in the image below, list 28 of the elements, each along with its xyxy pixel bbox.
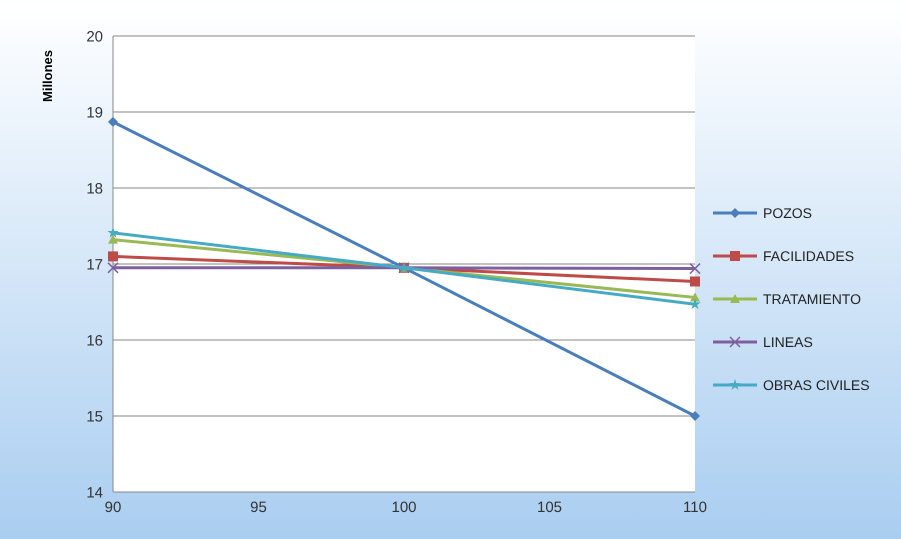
point [107,226,119,238]
y-tick-label: 19 [86,104,103,122]
y-axis-title: Millones [40,50,55,102]
x-tick-label: 105 [536,499,562,516]
x-tick-label: 100 [391,499,417,516]
y-tick-label: 16 [86,332,103,350]
legend-label: OBRAS CIVILES [763,376,870,393]
x-tick-label: 95 [250,499,267,516]
y-tick-label: 17 [86,256,103,274]
point [690,411,700,421]
point [689,262,701,274]
y-tick-label: 15 [86,408,103,426]
point [108,116,118,127]
point [107,262,119,274]
x-tick-label: 110 [683,499,707,516]
x-tick-label: 90 [104,499,122,516]
y-tick-label: 20 [86,28,103,46]
point [690,292,700,302]
legend-label: TRATAMIENTO [763,290,862,307]
y-tick-label: 18 [86,180,103,198]
y-tick-label: 14 [86,484,103,502]
legend-label: POZOS [763,204,812,221]
point [689,298,701,310]
legend-label: FACILIDADES [763,248,854,264]
point [108,234,118,244]
point [690,276,700,286]
point [108,251,118,262]
legend-label: LINEAS [763,334,813,350]
